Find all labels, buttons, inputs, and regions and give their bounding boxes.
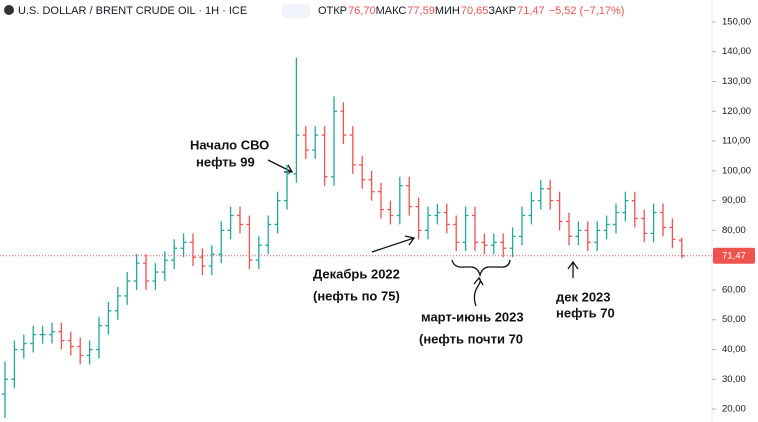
y-tick-label: 90,00 — [722, 195, 746, 206]
annotation: (нефть почти 70 — [419, 331, 523, 346]
ohlc-field-label: МИН — [435, 5, 460, 17]
ohlc-field-value: 76,70 — [348, 5, 376, 17]
symbol-icon — [4, 5, 14, 15]
compare-button[interactable] — [282, 4, 310, 18]
change: −5,52 (−7,17%) — [549, 5, 625, 17]
ohlc-field-label: ОТКР — [318, 5, 347, 17]
last-price-box — [713, 247, 755, 264]
y-tick-label: 80,00 — [722, 225, 746, 236]
y-tick-label: 40,00 — [722, 344, 746, 355]
chart-title: U.S. DOLLAR / BRENT CRUDE OIL · 1Н · ICE — [18, 5, 247, 17]
arrow — [473, 276, 484, 307]
y-tick-label: 50,00 — [722, 314, 746, 325]
annotation: дек 2023 — [556, 289, 611, 304]
ohlc-info: ОТКР76,70МАКС77,59МИН70,65ЗАКР71,47 −5,52… — [318, 5, 624, 17]
ohlc-field-value: 70,65 — [461, 5, 489, 17]
ohlc-field-value: 77,59 — [407, 5, 435, 17]
annotation: нефть 70 — [556, 305, 615, 320]
annotation: март-июнь 2023 — [421, 309, 524, 324]
y-tick-label: 120,00 — [722, 106, 751, 117]
y-tick-label: 30,00 — [722, 374, 746, 385]
y-tick-label: 100,00 — [722, 165, 751, 176]
y-tick-label: 130,00 — [722, 76, 751, 87]
brace — [451, 259, 511, 278]
ohlc-field-value: 71,47 — [517, 5, 545, 17]
y-tick-label: 60,00 — [722, 284, 746, 295]
annotation: Декабрь 2022 — [313, 266, 400, 281]
arrow — [371, 235, 416, 253]
y-tick-label: 110,00 — [722, 136, 750, 147]
y-tick-label: 20,00 — [722, 404, 746, 415]
last-price-label: 71,47 — [722, 250, 746, 261]
annotation: нефть 99 — [196, 154, 255, 169]
ohlc-field-label: МАКС — [376, 5, 407, 17]
y-tick-label: 140,00 — [722, 46, 751, 57]
annotation: Начало СВО — [190, 137, 269, 152]
header-fields: ОТКР76,70МАКС77,59МИН70,65ЗАКР71,47 −5,52… — [318, 5, 624, 17]
ohlc-field-label: ЗАКР — [488, 5, 516, 17]
y-tick-label: 150,00 — [722, 16, 751, 27]
annotation: (нефть по 75) — [313, 288, 400, 303]
arrow — [567, 260, 579, 278]
